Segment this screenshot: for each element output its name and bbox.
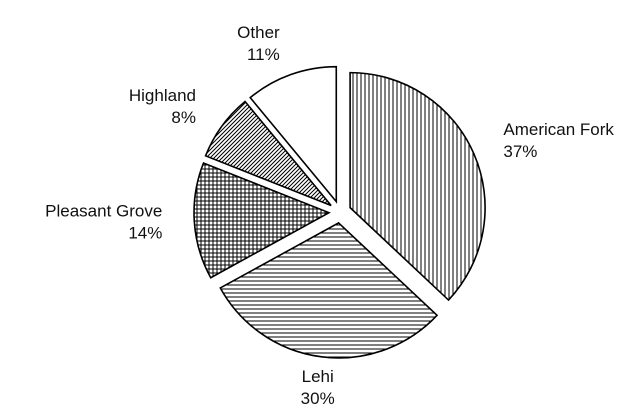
slice-value-label: 30% [301, 389, 335, 408]
slice-label: Highland [129, 86, 196, 105]
slice-value-label: 8% [171, 108, 196, 127]
pie-slice [249, 65, 338, 204]
slice-value-label: 14% [128, 224, 162, 243]
slice-label: American Fork [503, 120, 614, 139]
slice-value-label: 37% [503, 142, 537, 161]
slice-value-label: 11% [247, 45, 280, 64]
pie-slice [193, 161, 331, 279]
slice-label: Pleasant Grove [45, 202, 162, 221]
pie-slice [219, 221, 439, 359]
slice-label: Other [237, 23, 280, 42]
pie-slice [204, 100, 332, 207]
pie-slice [349, 71, 486, 302]
slice-label: Lehi [302, 367, 334, 386]
